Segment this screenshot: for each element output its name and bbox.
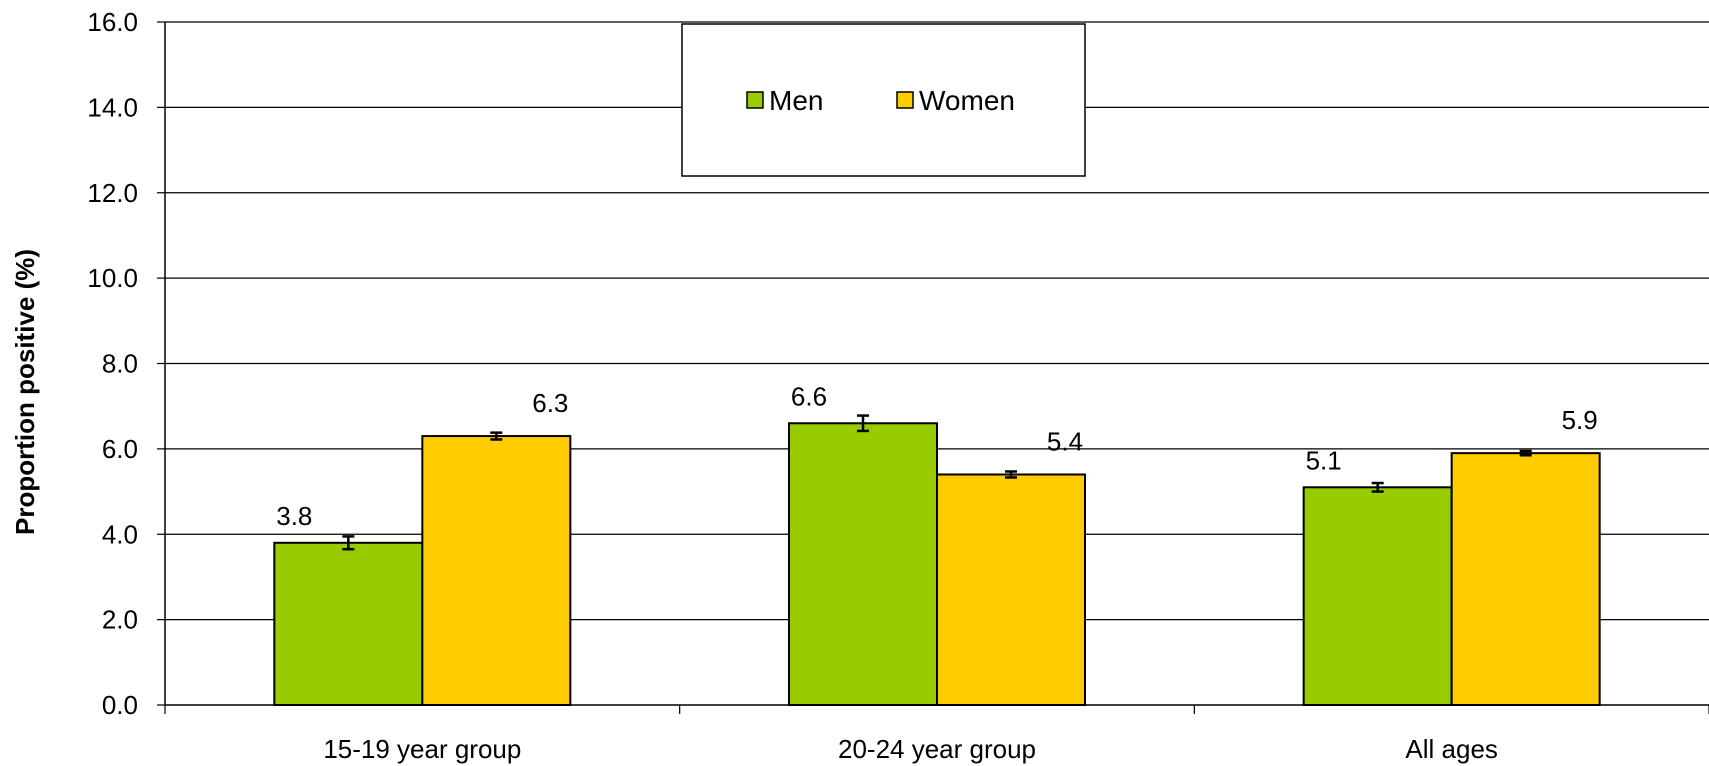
y-tick-label: 6.0 [102, 434, 138, 464]
legend-label-women: Women [919, 85, 1015, 116]
legend-label-men: Men [769, 85, 823, 116]
y-tick-label: 2.0 [102, 605, 138, 635]
y-tick-label: 10.0 [87, 263, 138, 293]
bar-men [273, 541, 424, 706]
x-axis-labels: 15-19 year group 20-24 year group All ages [323, 734, 1498, 764]
data-labels: 3.8 6.3 6.6 5.4 5.1 5.9 [276, 381, 1597, 531]
data-label: 5.4 [1047, 426, 1083, 456]
legend-swatch-women [896, 91, 914, 109]
y-tick-label: 16.0 [87, 7, 138, 37]
y-tick-label: 4.0 [102, 519, 138, 549]
error-bars [342, 414, 1532, 551]
bar-women [421, 435, 572, 706]
y-tick-label: 0.0 [102, 690, 138, 720]
legend-box [681, 23, 1086, 177]
bar-men [788, 422, 938, 706]
axes [164, 22, 1709, 714]
y-axis-title: Proportion positive (%) [10, 249, 40, 535]
data-label: 5.1 [1306, 445, 1342, 475]
y-axis-ticks: 0.0 2.0 4.0 6.0 8.0 10.0 12.0 14.0 16.0 [87, 7, 165, 720]
legend-swatch-men [746, 91, 764, 109]
data-label: 6.6 [791, 381, 827, 411]
data-label: 5.9 [1562, 405, 1598, 435]
legend: Men Women [681, 23, 1086, 177]
x-tick-label: All ages [1405, 734, 1498, 764]
data-label: 6.3 [532, 388, 568, 418]
y-tick-label: 14.0 [87, 92, 138, 122]
y-tick-label: 8.0 [102, 349, 138, 379]
bar-women [936, 473, 1086, 706]
bars [273, 422, 1601, 707]
data-label: 3.8 [276, 501, 312, 531]
x-tick-label: 20-24 year group [838, 734, 1036, 764]
y-tick-label: 12.0 [87, 178, 138, 208]
bar-men [1302, 486, 1453, 707]
x-tick-label: 15-19 year group [323, 734, 521, 764]
bar-women [1450, 452, 1601, 706]
